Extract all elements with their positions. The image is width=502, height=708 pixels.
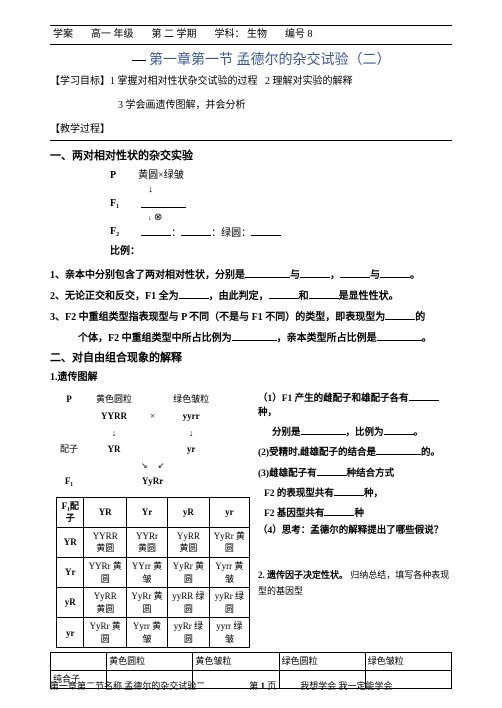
doc-header: 学案 高一 年级 第 二 学期 学科： 生物 编号 8 — [50, 25, 452, 45]
p-label: P — [110, 169, 116, 183]
page-footer: 第一章第二节名称 孟德尔的杂交试验二 第 1 页 我想学会 我一定能学会 — [50, 680, 452, 693]
footer-page: 第 1 页 — [249, 680, 276, 693]
sub-1: 1.遗传图解 — [50, 371, 452, 385]
header-grade: 高一 年级 — [88, 28, 137, 42]
rq1b: 分别是，比例为。 — [258, 424, 452, 440]
side-note-2: 型的基因型 — [258, 585, 452, 598]
obj-2: 2 理解对实验的解释 — [265, 76, 353, 87]
f1-blank — [141, 197, 186, 208]
down-arrow-icon: ↓ — [88, 426, 140, 441]
q1: 1、亲本中分别包含了两对相对性状，分别是与，与。 — [50, 267, 452, 283]
obj-label: 【学习目标】 — [50, 76, 110, 87]
merge-arrows-icon: ↘ ↙ — [88, 459, 217, 472]
divider-1 — [50, 140, 452, 141]
f1-label: F₁ — [110, 197, 119, 211]
section-2-heading: 二、对自由组合现象的解释 — [50, 351, 452, 366]
learning-objectives: 【学习目标】1 掌握对相对性状杂交试验的过程 2 理解对实验的解释 — [50, 75, 452, 89]
footer-motto: 我想学会 我一定能学会 — [300, 680, 392, 693]
two-column-layout: P 黄色圆粒 绿色皱粒 YYRR × yyrr ↓↓ 配子 YR yr ↘ ↙ … — [50, 390, 452, 648]
rq2: (2)受精时,雌雄配子的结合是的。 — [258, 444, 452, 460]
cross-diagram: P 黄圆×绿皱 ↓ F₁ ↓ ⊗ F₂ ：：绿圆： 比例： — [110, 169, 452, 259]
rq1: （1）F1 产生的雌配子和雄配子各有种， — [258, 390, 452, 420]
side-note: 2. 遗传因子决定性状。 归纳总结，填写各种表现 — [258, 569, 452, 582]
down-arrow-icon: ↓ — [165, 426, 217, 441]
right-questions: （1）F1 产生的雌配子和雄配子各有种， 分别是，比例为。 (2)受精时,雌雄配… — [258, 390, 452, 602]
header-sem: 第 二 学期 — [149, 28, 200, 42]
title-dash-icon — [132, 60, 146, 61]
section-1-heading: 一、两对相对性状的杂交实验 — [50, 149, 452, 164]
rq6: （4）思考：孟德尔的解释提出了哪些假说？ — [258, 525, 452, 538]
header-subject: 学科： 生物 — [212, 28, 271, 42]
header-xuean: 学案 — [50, 28, 76, 42]
rq3: (3)雌雄配子有种结合方式 — [258, 465, 452, 481]
f2-label: F₂ — [110, 225, 119, 241]
q3-cont: 个体，F2 中重组类型中所占比例为，亲本类型所占比例是。 — [50, 330, 452, 346]
rq4: F2 的表现型共有种， — [258, 485, 452, 501]
page-title: 第一章第一节 孟德尔的杂交试验（二） — [50, 51, 452, 71]
genetics-tree: P 黄色圆粒 绿色皱粒 YYRR × yyrr ↓↓ 配子 YR yr ↘ ↙ … — [50, 390, 219, 490]
punnett-square: F₁配子 YR Yr yR yr YR YYRR 黄圆 YYRr 黄圆 YyRR… — [56, 497, 250, 649]
arrow-1-icon: ↓ — [148, 183, 452, 197]
p-cross: 黄圆×绿皱 — [138, 169, 184, 183]
teaching-proc: 【教学过程】 — [50, 123, 452, 137]
obj-3: 3 学会画遗传图解，并会分析 — [118, 100, 246, 111]
self-cross: ↓ ⊗ — [148, 211, 452, 225]
obj-3-row: 3 学会画遗传图解，并会分析 — [118, 99, 452, 113]
q3: 3、F2 中重组类型指表现型与 P 不同（不是与 F1 不同）的类型，即表现型为… — [50, 309, 452, 325]
ratio-label: 比例： — [110, 246, 140, 257]
f2-row: ：：绿圆： — [141, 225, 281, 241]
footer-chapter: 第一章第二节名称 孟德尔的杂交试验二 — [50, 680, 205, 693]
rq5: F2 基因型共有种 — [258, 505, 452, 521]
header-num: 编号 8 — [282, 28, 316, 42]
obj-1: 1 掌握对相对性状杂交试验的过程 — [110, 76, 258, 87]
left-genetics: P 黄色圆粒 绿色皱粒 YYRR × yyrr ↓↓ 配子 YR yr ↘ ↙ … — [50, 390, 250, 648]
q2: 2、无论正交和反交，F1 全为，由此判定，和是显性性状。 — [50, 288, 452, 304]
